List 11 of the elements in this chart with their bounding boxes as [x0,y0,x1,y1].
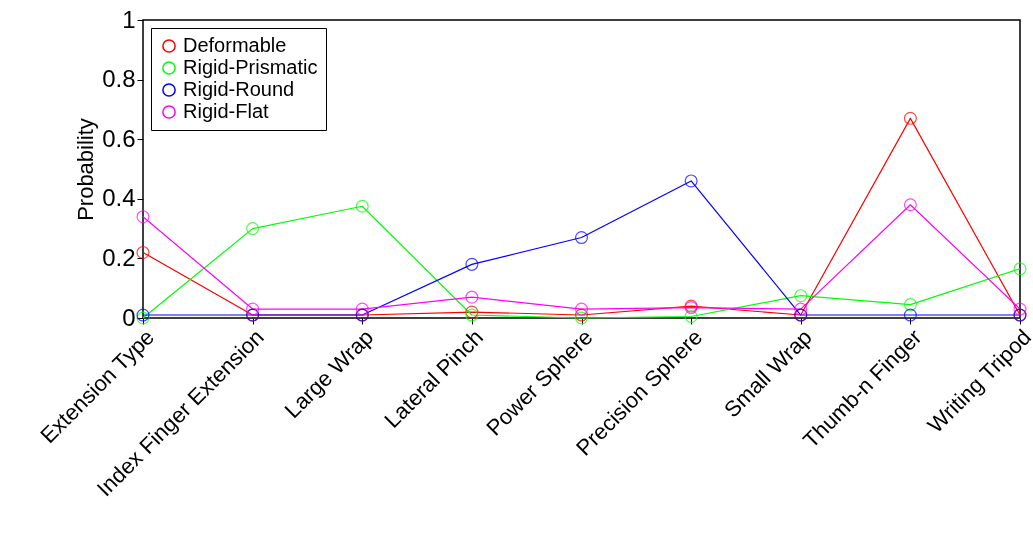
y-tick-label: 1 [122,5,136,33]
y-tick-label: 0.6 [102,124,136,152]
y-tick-label: 0.2 [102,243,136,271]
legend-label: Rigid-Round [183,78,295,100]
y-tick-label: 0.8 [102,65,136,93]
y-axis-title: Probability [73,118,99,221]
y-tick-label: 0.4 [102,184,136,212]
y-tick-label: 0 [122,303,136,331]
legend-label: Deformable [183,34,287,56]
legend-label: Rigid-Prismatic [183,56,318,78]
legend-label: Rigid-Flat [183,100,270,122]
